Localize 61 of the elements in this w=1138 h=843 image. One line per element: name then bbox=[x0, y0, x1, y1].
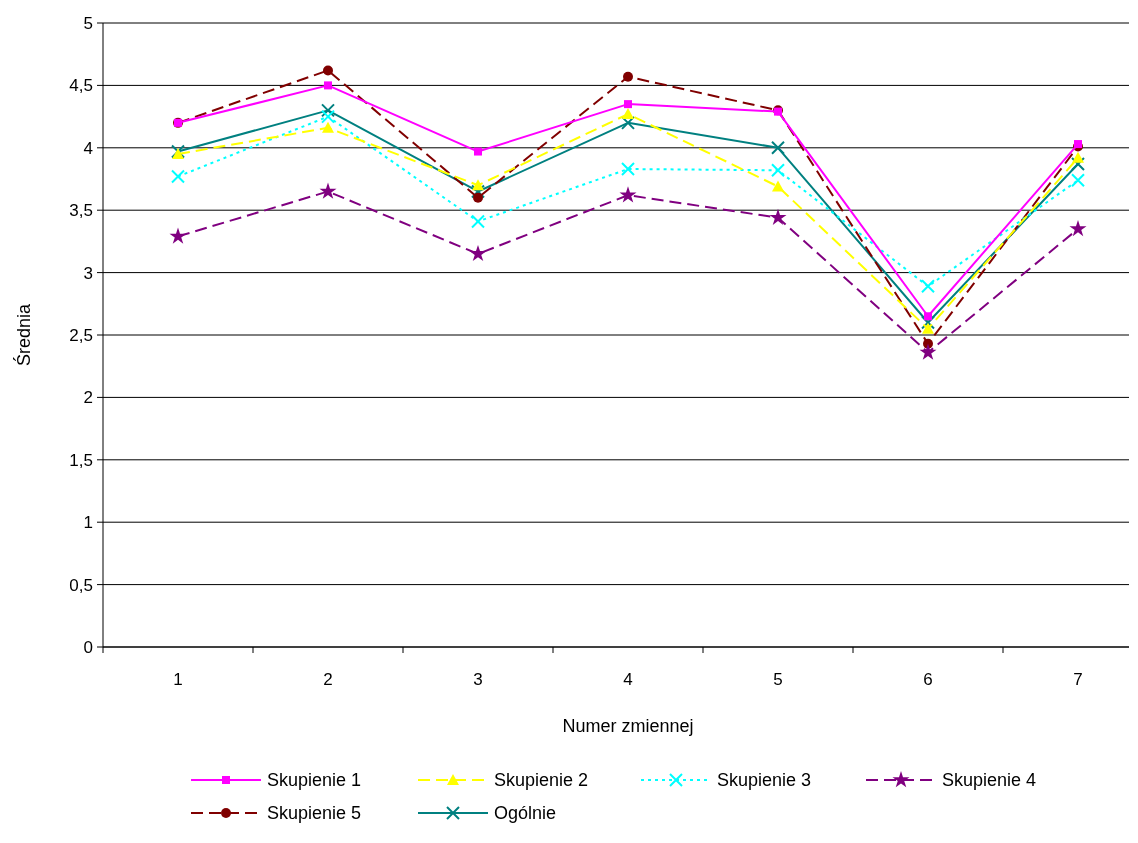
legend-label: Skupienie 4 bbox=[942, 770, 1037, 791]
point bbox=[319, 182, 337, 199]
y-tick-label: 0,5 bbox=[69, 575, 93, 595]
point bbox=[1069, 219, 1087, 237]
point bbox=[171, 169, 185, 184]
point bbox=[621, 115, 635, 130]
point bbox=[771, 163, 785, 178]
point bbox=[921, 315, 935, 330]
point bbox=[171, 144, 185, 159]
point bbox=[471, 184, 485, 199]
y-tick-label: 3,5 bbox=[69, 201, 93, 221]
point bbox=[321, 103, 335, 118]
x-tick-label: 1 bbox=[173, 670, 183, 689]
point bbox=[769, 208, 787, 225]
point bbox=[919, 343, 937, 360]
point bbox=[474, 147, 482, 156]
legend-label: Skupienie 5 bbox=[267, 803, 362, 824]
y-axis-title: Średnia bbox=[13, 302, 34, 367]
point bbox=[921, 279, 935, 294]
point bbox=[1072, 151, 1084, 163]
point bbox=[169, 227, 187, 244]
y-tick-label: 2 bbox=[83, 388, 93, 408]
point bbox=[469, 244, 487, 262]
legend-label: Skupienie 1 bbox=[267, 770, 362, 791]
point bbox=[772, 180, 784, 192]
y-tick-label: 3 bbox=[83, 263, 93, 283]
point bbox=[1071, 157, 1085, 172]
x-tick-label: 4 bbox=[623, 670, 633, 689]
x-tick-label: 5 bbox=[773, 670, 783, 689]
point bbox=[621, 162, 635, 177]
point bbox=[622, 108, 634, 120]
y-tick-label: 2,5 bbox=[69, 325, 93, 345]
point bbox=[624, 100, 632, 109]
point bbox=[771, 140, 785, 155]
y-tick-label: 0 bbox=[83, 637, 93, 657]
point bbox=[324, 81, 332, 90]
x-tick-label: 2 bbox=[323, 670, 333, 689]
point bbox=[1071, 173, 1085, 188]
point bbox=[321, 109, 335, 124]
point bbox=[623, 71, 633, 82]
y-tick-label: 4 bbox=[83, 138, 93, 158]
legend-label: Skupienie 2 bbox=[494, 770, 589, 791]
point bbox=[322, 121, 334, 133]
legend-label: Ogólnie bbox=[494, 803, 557, 824]
legend-label: Skupienie 3 bbox=[717, 770, 812, 791]
y-tick-label: 5 bbox=[83, 13, 93, 33]
y-tick-label: 1,5 bbox=[69, 450, 93, 470]
point bbox=[471, 214, 485, 229]
y-tick-label: 4,5 bbox=[69, 76, 93, 96]
point bbox=[922, 322, 934, 334]
point bbox=[472, 179, 484, 191]
x-tick-label: 6 bbox=[923, 670, 933, 689]
y-tick-label: 1 bbox=[83, 513, 93, 533]
point bbox=[924, 312, 932, 321]
point bbox=[323, 65, 333, 76]
point bbox=[172, 148, 184, 160]
point bbox=[619, 186, 637, 203]
point bbox=[473, 192, 483, 203]
x-tick-label: 3 bbox=[473, 670, 483, 689]
x-axis-title: Numer zmiennej bbox=[562, 716, 694, 736]
x-tick-label: 7 bbox=[1073, 670, 1083, 689]
